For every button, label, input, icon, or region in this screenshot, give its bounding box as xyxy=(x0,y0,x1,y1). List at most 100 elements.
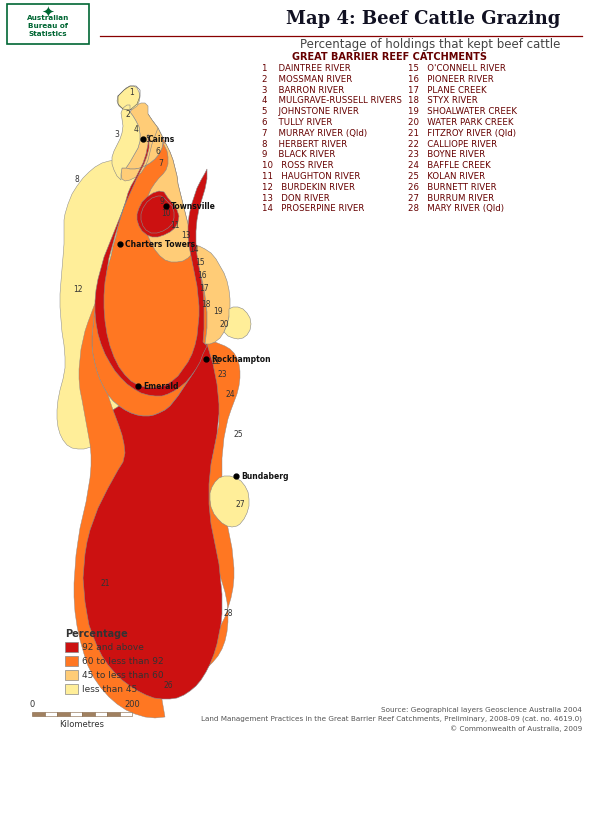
Text: Kilometres: Kilometres xyxy=(60,720,104,729)
Text: 28   MARY RIVER (Qld): 28 MARY RIVER (Qld) xyxy=(408,204,504,214)
Text: Townsville: Townsville xyxy=(171,202,216,210)
Polygon shape xyxy=(121,128,163,181)
Text: 5    JOHNSTONE RIVER: 5 JOHNSTONE RIVER xyxy=(262,108,359,116)
Polygon shape xyxy=(83,344,222,699)
Polygon shape xyxy=(117,86,140,110)
Text: 10   ROSS RIVER: 10 ROSS RIVER xyxy=(262,161,333,170)
Text: 60 to less than 92: 60 to less than 92 xyxy=(82,656,163,666)
Polygon shape xyxy=(112,105,140,180)
Text: 92 and above: 92 and above xyxy=(82,642,144,651)
Text: 11   HAUGHTON RIVER: 11 HAUGHTON RIVER xyxy=(262,172,360,181)
Text: 15   O'CONNELL RIVER: 15 O'CONNELL RIVER xyxy=(408,64,506,73)
Text: 22   CALLIOPE RIVER: 22 CALLIOPE RIVER xyxy=(408,139,497,148)
Text: 26   BURNETT RIVER: 26 BURNETT RIVER xyxy=(408,183,497,192)
Text: 3: 3 xyxy=(114,129,119,138)
Text: 18   STYX RIVER: 18 STYX RIVER xyxy=(408,97,478,105)
Text: 14: 14 xyxy=(189,244,199,254)
Text: 16   PIONEER RIVER: 16 PIONEER RIVER xyxy=(408,75,494,83)
Text: Source: Geographical layers Geoscience Australia 2004
Land Management Practices : Source: Geographical layers Geoscience A… xyxy=(201,707,582,732)
Text: 9: 9 xyxy=(159,197,165,205)
Polygon shape xyxy=(210,476,249,527)
Polygon shape xyxy=(137,191,179,237)
Text: 27: 27 xyxy=(235,500,245,509)
Text: 23   BOYNE RIVER: 23 BOYNE RIVER xyxy=(408,150,485,159)
Text: Percentage of holdings that kept beef cattle: Percentage of holdings that kept beef ca… xyxy=(300,38,560,51)
Text: 7: 7 xyxy=(159,158,163,168)
Text: 7    MURRAY RIVER (Qld): 7 MURRAY RIVER (Qld) xyxy=(262,128,367,138)
Text: 10: 10 xyxy=(161,208,171,218)
Polygon shape xyxy=(224,307,251,339)
Text: 1: 1 xyxy=(130,88,135,97)
Text: Cairns: Cairns xyxy=(148,134,175,143)
Text: 23: 23 xyxy=(217,369,227,379)
Text: 19: 19 xyxy=(213,307,223,315)
Text: less than 45: less than 45 xyxy=(82,685,137,694)
Polygon shape xyxy=(95,134,207,396)
Text: 12   BURDEKIN RIVER: 12 BURDEKIN RIVER xyxy=(262,183,355,192)
Text: 6    TULLY RIVER: 6 TULLY RIVER xyxy=(262,118,332,127)
Text: 26: 26 xyxy=(163,681,173,691)
Polygon shape xyxy=(92,114,207,416)
Text: 4: 4 xyxy=(133,124,139,133)
Text: 2    MOSSMAN RIVER: 2 MOSSMAN RIVER xyxy=(262,75,352,83)
Text: 1    DAINTREE RIVER: 1 DAINTREE RIVER xyxy=(262,64,350,73)
Text: 13   DON RIVER: 13 DON RIVER xyxy=(262,193,330,203)
Text: 14   PROSERPINE RIVER: 14 PROSERPINE RIVER xyxy=(262,204,365,214)
Polygon shape xyxy=(57,114,158,449)
Bar xyxy=(94,712,107,716)
Text: 6: 6 xyxy=(156,147,160,155)
Text: Bundaberg: Bundaberg xyxy=(241,471,289,480)
Text: 200: 200 xyxy=(124,700,140,709)
Text: 17   PLANE CREEK: 17 PLANE CREEK xyxy=(408,86,487,94)
Bar xyxy=(65,642,78,652)
Text: Emerald: Emerald xyxy=(143,381,179,390)
Text: 45 to less than 60: 45 to less than 60 xyxy=(82,671,163,680)
Text: Map 4: Beef Cattle Grazing: Map 4: Beef Cattle Grazing xyxy=(286,10,560,28)
Polygon shape xyxy=(126,103,163,169)
Text: 20   WATER PARK CREEK: 20 WATER PARK CREEK xyxy=(408,118,513,127)
Text: 17: 17 xyxy=(199,284,209,293)
Text: 2: 2 xyxy=(126,109,130,118)
Polygon shape xyxy=(194,246,230,344)
Text: 18: 18 xyxy=(201,299,211,309)
Bar xyxy=(65,656,78,666)
Text: 20: 20 xyxy=(219,319,229,329)
Text: 8    HERBERT RIVER: 8 HERBERT RIVER xyxy=(262,139,348,148)
Polygon shape xyxy=(145,142,194,262)
Text: 19   SHOALWATER CREEK: 19 SHOALWATER CREEK xyxy=(408,108,517,116)
Text: 22: 22 xyxy=(211,356,221,365)
Text: 25   KOLAN RIVER: 25 KOLAN RIVER xyxy=(408,172,485,181)
Text: Rockhampton: Rockhampton xyxy=(211,354,271,364)
Bar xyxy=(65,670,78,680)
Text: 3    BARRON RIVER: 3 BARRON RIVER xyxy=(262,86,344,94)
Bar xyxy=(57,712,70,716)
Text: Percentage: Percentage xyxy=(65,629,128,639)
Bar xyxy=(82,712,94,716)
FancyBboxPatch shape xyxy=(7,4,89,44)
Text: 0: 0 xyxy=(30,700,35,709)
Text: 28: 28 xyxy=(223,610,232,619)
Text: Charters Towers: Charters Towers xyxy=(125,239,195,249)
Text: 27   BURRUM RIVER: 27 BURRUM RIVER xyxy=(408,193,494,203)
Text: 9    BLACK RIVER: 9 BLACK RIVER xyxy=(262,150,335,159)
Text: 24: 24 xyxy=(225,389,235,399)
Text: GREAT BARRIER REEF CATCHMENTS: GREAT BARRIER REEF CATCHMENTS xyxy=(293,52,487,62)
Text: 5: 5 xyxy=(146,134,150,143)
Text: 13: 13 xyxy=(181,230,191,239)
Text: 21   FITZROY RIVER (Qld): 21 FITZROY RIVER (Qld) xyxy=(408,128,516,138)
Text: 24   BAFFLE CREEK: 24 BAFFLE CREEK xyxy=(408,161,491,170)
Bar xyxy=(107,712,120,716)
Text: 16: 16 xyxy=(197,270,207,279)
Text: 4    MULGRAVE-RUSSELL RIVERS: 4 MULGRAVE-RUSSELL RIVERS xyxy=(262,97,402,105)
Bar xyxy=(120,712,132,716)
Text: 21: 21 xyxy=(100,580,110,589)
Polygon shape xyxy=(141,196,174,233)
Text: 11: 11 xyxy=(171,220,180,229)
Bar xyxy=(65,684,78,694)
Bar xyxy=(70,712,82,716)
Text: 15: 15 xyxy=(195,258,205,267)
Polygon shape xyxy=(74,296,240,718)
Text: 12: 12 xyxy=(73,284,83,294)
Text: Australian
Bureau of
Statistics: Australian Bureau of Statistics xyxy=(27,15,69,37)
Bar xyxy=(44,712,57,716)
